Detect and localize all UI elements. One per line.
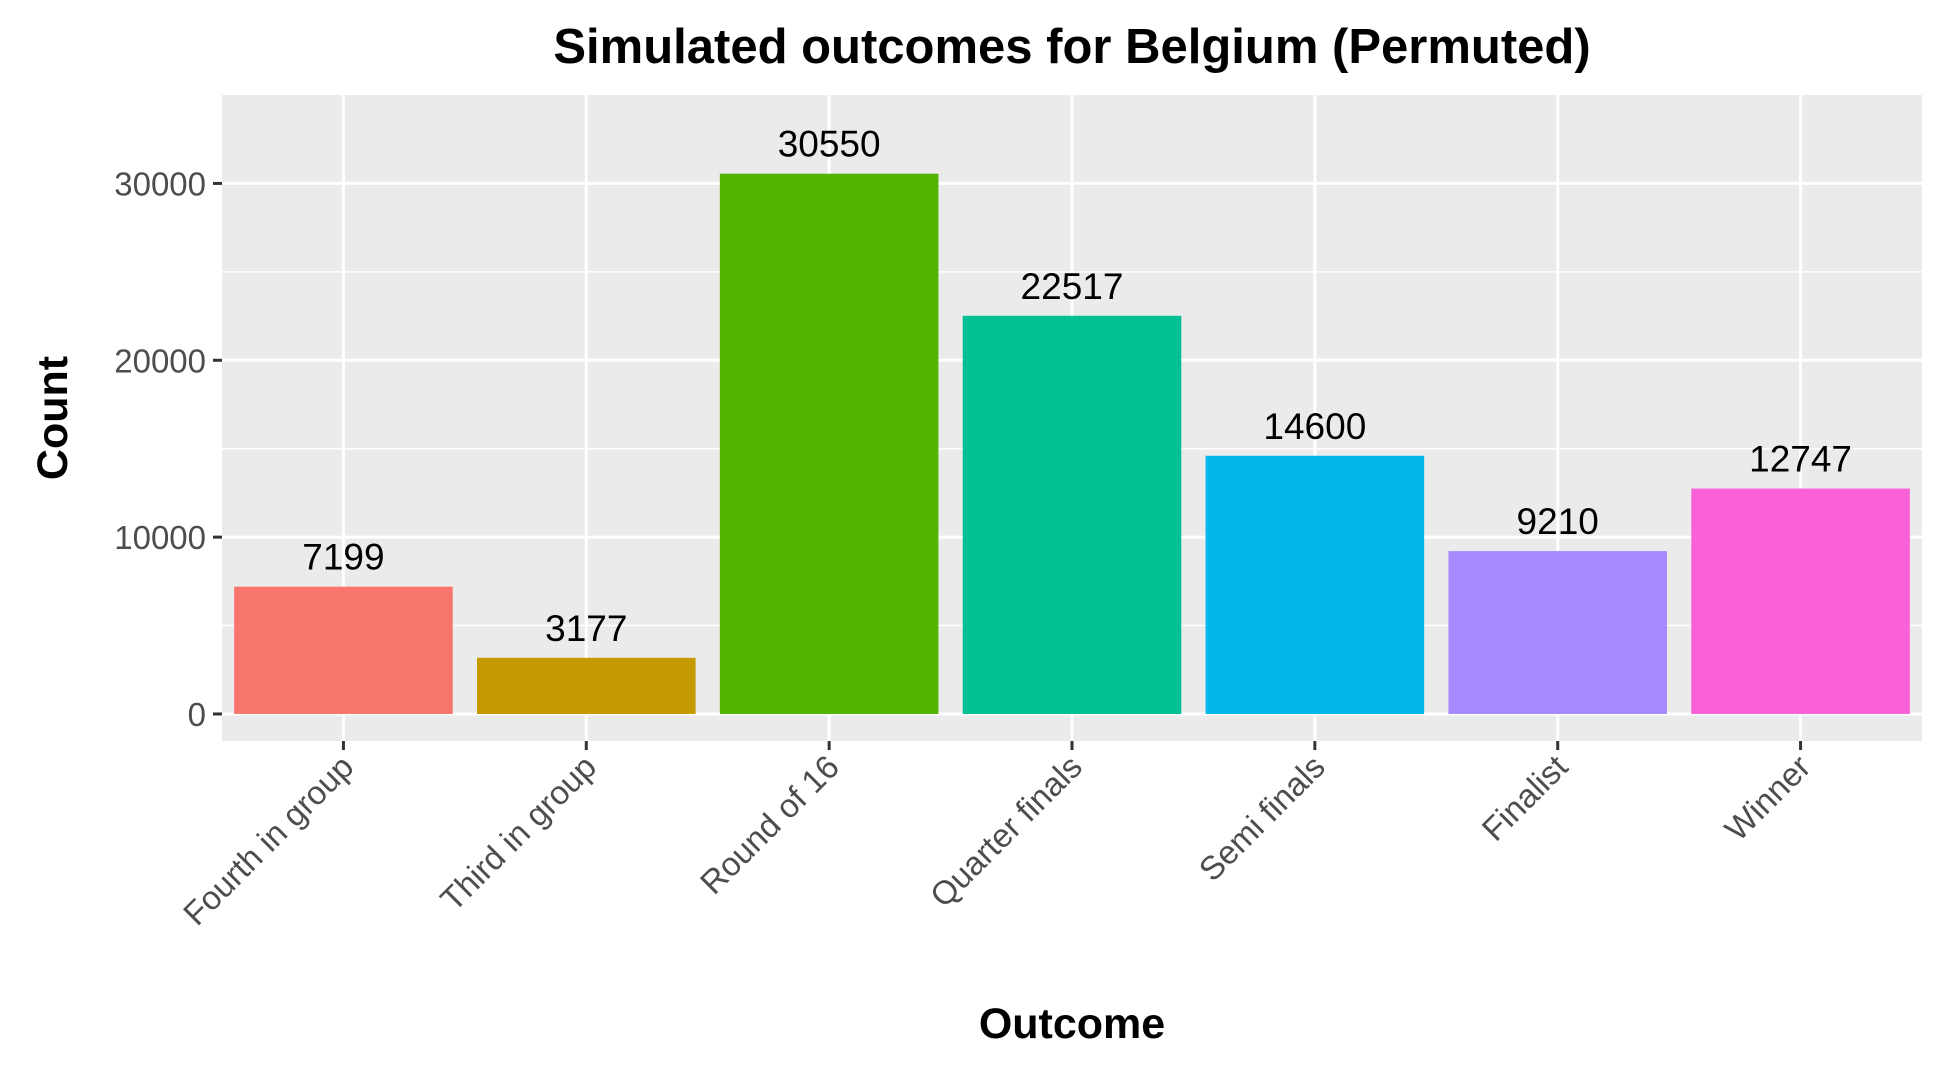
y-tick-label: 0: [188, 696, 206, 733]
x-tick-label: Round of 16: [693, 748, 846, 901]
x-tick-label: Quarter finals: [923, 748, 1089, 914]
bars: [234, 173, 1910, 714]
x-tick-label: Third in group: [433, 748, 603, 918]
bar: [1205, 455, 1425, 714]
bar: [477, 657, 696, 714]
x-tick-label: Fourth in group: [176, 748, 360, 932]
y-tick-label: 10000: [114, 519, 206, 556]
data-labels: 7199 3177 30550 22517 14600 9210 12747: [302, 124, 1852, 649]
x-axis-title: Outcome: [979, 1000, 1165, 1048]
x-axis: Fourth in group Third in group Round of 16…: [176, 741, 1818, 932]
x-tick-label: Finalist: [1475, 748, 1575, 848]
y-axis: 0 10000 20000 30000: [114, 165, 222, 733]
x-tick-label: Winner: [1717, 748, 1817, 848]
bar-value-label: 9210: [1517, 501, 1599, 542]
bar-value-label: 22517: [1021, 266, 1124, 307]
bar: [1691, 488, 1910, 714]
bar: [1448, 551, 1667, 714]
y-axis-title: Count: [29, 356, 77, 480]
y-tick-label: 30000: [114, 165, 206, 202]
bar: [234, 586, 453, 714]
y-tick-label: 20000: [114, 342, 206, 379]
bar: [719, 173, 939, 714]
chart-title: Simulated outcomes for Belgium (Permuted…: [553, 20, 1590, 74]
bar-value-label: 3177: [545, 608, 627, 649]
x-tick-label: Semi finals: [1192, 748, 1332, 888]
bar-value-label: 14600: [1263, 406, 1366, 447]
bar-value-label: 30550: [778, 124, 881, 165]
bar-value-label: 12747: [1749, 439, 1852, 480]
bar-value-label: 7199: [302, 537, 384, 578]
bar: [962, 315, 1182, 714]
